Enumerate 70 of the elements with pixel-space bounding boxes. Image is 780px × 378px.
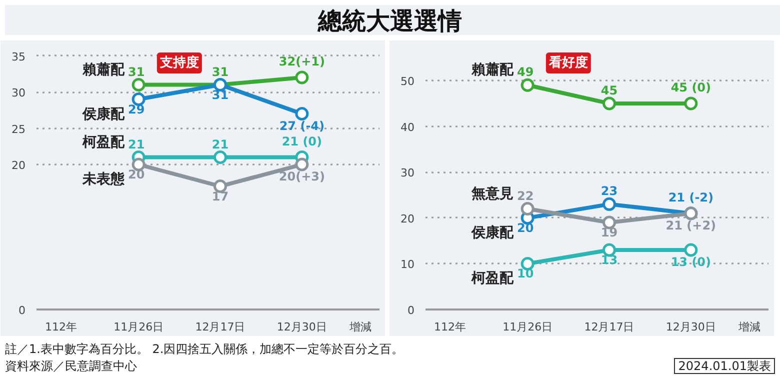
x-tick-label: 12月30日 — [276, 320, 327, 334]
data-label: 21 (-2) — [668, 190, 714, 204]
point — [214, 150, 227, 164]
data-label: 13 (0) — [670, 254, 712, 269]
data-label: 20 — [128, 168, 145, 182]
point — [132, 78, 146, 92]
point — [295, 158, 309, 172]
text: 看好度 — [548, 54, 588, 70]
y-tick-label: 0 — [18, 304, 26, 317]
series-label: 未表態 — [82, 170, 126, 188]
data-label: 31 — [128, 64, 145, 79]
point — [602, 197, 616, 211]
y-tick-label: 35 — [12, 50, 26, 64]
data-label: 22 — [516, 188, 534, 203]
series-label: 侯康配 — [82, 105, 126, 122]
series-label: 賴蕭配 — [82, 62, 126, 78]
y-tick-label: 30 — [12, 86, 26, 100]
data-label: 45 (0) — [670, 80, 712, 94]
y-tick-label: 0 — [408, 304, 414, 317]
data-label: 21 (0) — [282, 134, 322, 148]
series-label: 侯康配 — [470, 224, 515, 241]
y-tick-label: 25 — [12, 122, 26, 136]
series-label: 賴蕭配 — [470, 62, 515, 78]
data-label: 21 — [212, 137, 229, 152]
y-tick-label: 40 — [400, 120, 415, 134]
point — [295, 107, 309, 120]
data-label: 21 — [128, 137, 145, 152]
point — [295, 70, 309, 84]
point — [602, 96, 616, 110]
x-tick-label: 12月17日 — [584, 320, 634, 334]
data-label: 23 — [600, 184, 618, 198]
series-label: 柯盈配 — [82, 134, 126, 150]
point — [684, 96, 698, 110]
data-label: 17 — [212, 189, 229, 204]
data-label: 20 — [516, 220, 534, 235]
point — [520, 78, 534, 92]
y-tick-label: 10 — [400, 258, 415, 272]
text: 支持度 — [158, 54, 199, 70]
data-label: 20(+3) — [278, 170, 325, 184]
data-label: 21 (+2) — [666, 218, 716, 232]
text: 增減 — [348, 320, 372, 334]
text: 112年 — [434, 320, 466, 334]
data-label: 31 — [212, 88, 229, 102]
text: 2024.01.01製表 — [674, 358, 775, 374]
series-label: 無意見 — [470, 184, 514, 202]
y-tick-label: 50 — [400, 75, 415, 88]
series-label: 柯盈配 — [470, 270, 515, 287]
point — [132, 92, 146, 106]
data-label: 27 (-4) — [279, 118, 325, 133]
text: 註／1.表中數字為百分比。 2.因四捨五入關係，加總不一定等於百分之百。 — [5, 342, 404, 356]
x-tick-label: 11月26日 — [114, 320, 164, 334]
source-note: 資料來源／民意調查中心 — [5, 359, 137, 373]
data-label: 29 — [128, 102, 145, 116]
y-tick-label: 30 — [400, 166, 415, 180]
y-tick-label: 20 — [12, 159, 26, 172]
x-tick-label: 12月30日 — [666, 320, 716, 334]
chart-title: 總統大選選情 — [316, 6, 463, 37]
data-label: 31 — [212, 64, 229, 79]
text: 112年 — [45, 320, 77, 334]
point — [520, 202, 534, 216]
point — [684, 243, 698, 257]
data-label: 49 — [516, 65, 534, 80]
x-tick-label: 11月26日 — [502, 320, 553, 334]
x-tick-label: 12月17日 — [195, 320, 246, 334]
data-label: 32(+1) — [278, 54, 325, 68]
y-tick-label: 20 — [400, 212, 415, 226]
text: 增減 — [738, 320, 761, 334]
data-label: 13 — [600, 252, 618, 267]
data-label: 19 — [600, 226, 618, 240]
data-label: 45 — [600, 83, 618, 98]
